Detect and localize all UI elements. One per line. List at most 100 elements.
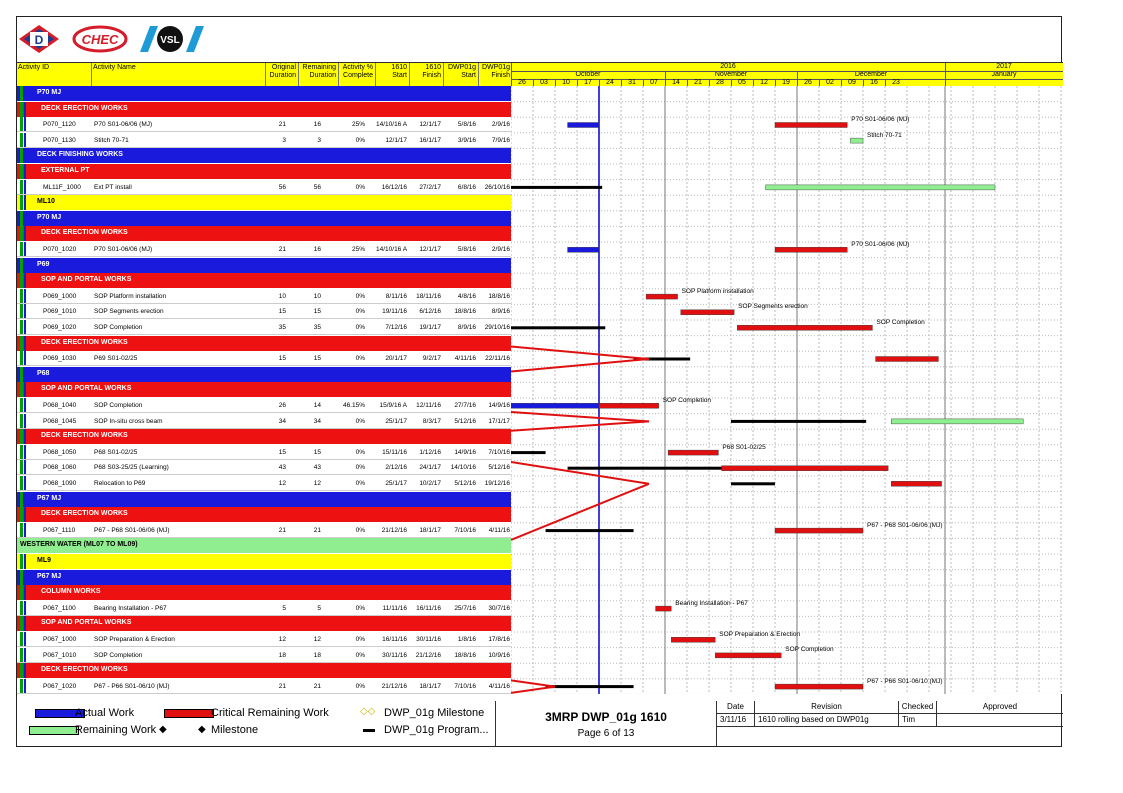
cell-dwp-start: 3/9/16 [457,136,476,144]
actual-bar[interactable] [511,403,600,409]
wbs-band-row[interactable]: DECK ERECTION WORKS [17,335,511,351]
col-remaining-duration[interactable]: Remaining Duration [302,64,336,79]
cell-1610-start: 12/1/17 [385,136,407,144]
actual-bar[interactable] [567,122,600,128]
col-activity-pct[interactable]: Activity % Complete [342,64,373,79]
critical-bar[interactable] [737,325,873,331]
wbs-band-row[interactable]: DECK FINISHING WORKS [17,148,511,164]
wbs-band-row[interactable]: COLUMN WORKS [17,585,511,601]
program-bar[interactable] [511,185,603,189]
critical-bar[interactable] [645,293,678,300]
remaining-bar[interactable] [891,418,1024,425]
wbs-band-row[interactable]: WESTERN WATER (ML07 TO ML09) [17,538,511,554]
col-original-duration[interactable]: Original Duration [269,64,296,79]
activity-row[interactable]: P070_1130 Stitch 70-71 3 3 0% 12/1/17 16/1/17 3… [17,132,511,148]
wbs-label: P69 [37,260,50,268]
wbs-band-row[interactable]: P70 MJ [17,210,511,226]
activity-row[interactable]: P067_1100 Bearing Installation - P67 5 5 0% 1… [17,600,511,616]
wbs-band-row[interactable]: DECK ERECTION WORKS [17,663,511,679]
cell-activity-id: P068_1060 [43,464,77,472]
program-bar[interactable] [511,326,606,330]
activity-row[interactable]: P067_1020 P67 - P66 S01-06/10 (MJ) 21 21 0% 2… [17,678,511,694]
activity-row[interactable]: P067_1110 P67 - P68 S01-06/06 (MJ) 21 21 0% 2… [17,522,511,538]
col-activity-name[interactable]: Activity Name [93,64,136,71]
level-stripe [20,382,23,398]
cell-1610-start: 14/10/16 A [376,246,408,253]
critical-bar[interactable] [891,481,942,487]
wbs-band-row[interactable]: P70 MJ [17,86,511,101]
activity-row[interactable]: P069_1020 SOP Completion 35 35 0% 7/12/16 19/1… [17,320,511,335]
cell-activity-pct: 0% [355,308,365,316]
program-bar[interactable] [731,482,775,486]
activity-row[interactable]: P069_1030 P69 S01-02/25 15 15 0% 20/1/17 9/2/1… [17,351,511,367]
activity-row[interactable]: P069_1010 SOP Segments erection 15 15 0% 19/1… [17,304,511,320]
col-dwp-start[interactable]: DWP01g Start [447,64,476,79]
legend-remaining-swatch [29,726,79,735]
critical-bar[interactable] [680,309,735,315]
activity-row[interactable]: P068_1045 SOP In-situ cross beam 34 34 0% 25/… [17,413,511,429]
cell-dwp-start: 1/8/16 [457,636,476,643]
remaining-bar[interactable] [765,184,996,191]
wbs-band-row[interactable]: ML10 [17,195,511,211]
wbs-band-row[interactable]: DECK ERECTION WORKS [17,101,511,117]
wbs-band-row[interactable]: P67 MJ [17,491,511,507]
week-label: 03 [540,79,548,86]
wbs-label: DECK ERECTION WORKS [41,338,128,346]
activity-row[interactable]: P070_1020 P70 S01-06/06 (MJ) 21 16 25% 14/10/… [17,242,511,257]
critical-bar[interactable] [655,605,672,612]
critical-bar[interactable] [774,527,864,534]
level-stripe [20,632,23,646]
cell-original-duration: 15 [278,355,286,363]
program-bar[interactable] [545,529,634,533]
critical-bar[interactable] [667,449,719,456]
level-stripe [24,678,26,693]
wbs-band-row[interactable]: DECK ERECTION WORKS [17,226,511,242]
col-1610-finish[interactable]: 1610 Finish [422,64,441,79]
level-stripe [24,179,26,194]
wbs-band-row[interactable]: EXTERNAL PT [17,164,511,179]
remaining-bar[interactable] [850,137,864,144]
wbs-band-row[interactable]: SOP AND PORTAL WORKS [17,382,511,398]
wbs-band-row[interactable]: P69 [17,257,511,273]
activity-row[interactable]: P067_1000 SOP Preparation & Erection 12 12 0… [17,632,511,647]
col-1610-start[interactable]: 1610 Start [391,64,407,79]
activity-row[interactable]: P069_1000 SOP Platform installation 10 10 0%… [17,288,511,304]
activity-row[interactable]: P068_1090 Relocation to P69 12 12 0% 25/1/17 1… [17,476,511,491]
program-bar[interactable] [511,451,546,455]
activity-row[interactable]: P068_1040 SOP Completion 26 14 46.15% 15/9/16… [17,398,511,413]
cell-dwp-start: 4/8/16 [457,292,476,300]
wbs-band-row[interactable]: SOP AND PORTAL WORKS [17,273,511,289]
col-activity-id[interactable]: Activity ID [18,64,50,71]
wbs-label: COLUMN WORKS [41,588,101,596]
activity-row[interactable]: P070_1120 P70 S01-06/06 (MJ) 21 16 25% 14/10/… [17,117,511,133]
wbs-band-row[interactable]: ML9 [17,554,511,569]
critical-bar[interactable] [774,683,864,690]
activity-row[interactable]: P067_1010 SOP Completion 18 18 0% 30/11/16 21/… [17,647,511,663]
week-label: 07 [650,79,658,86]
wbs-band-row[interactable]: P68 [17,366,511,382]
critical-bar[interactable] [774,247,848,253]
actual-bar[interactable] [567,247,600,253]
wbs-band-row[interactable]: DECK ERECTION WORKS [17,507,511,523]
activity-row[interactable]: P068_1050 P68 S01-02/25 15 15 0% 15/11/16 1/12… [17,444,511,460]
program-bar[interactable] [633,357,691,361]
critical-bar[interactable] [721,465,889,471]
activity-row[interactable]: P068_1060 P68 S03-25/25 (Learning) 43 43 0% 2… [17,460,511,476]
critical-bar[interactable] [774,122,848,128]
program-bar[interactable] [545,685,634,689]
col-dwp-finish[interactable]: DWP01g Finish [481,64,510,79]
cell-activity-id: P069_1030 [43,355,77,363]
activity-row[interactable]: ML11F_1000 Ext PT install 56 56 0% 16/12/16 27… [17,179,511,195]
week-label: 17 [584,79,592,86]
program-bar[interactable] [731,419,867,423]
cell-original-duration: 5 [282,604,286,612]
wbs-band-row[interactable]: SOP AND PORTAL WORKS [17,616,511,632]
program-bar[interactable] [567,466,731,470]
critical-bar[interactable] [598,403,659,409]
critical-bar[interactable] [671,637,716,643]
critical-bar[interactable] [875,356,939,362]
wbs-band-row[interactable]: DECK ERECTION WORKS [17,429,511,445]
critical-bar[interactable] [715,652,782,659]
wbs-band-row[interactable]: P67 MJ [17,569,511,585]
legend-program-swatch [363,729,375,732]
